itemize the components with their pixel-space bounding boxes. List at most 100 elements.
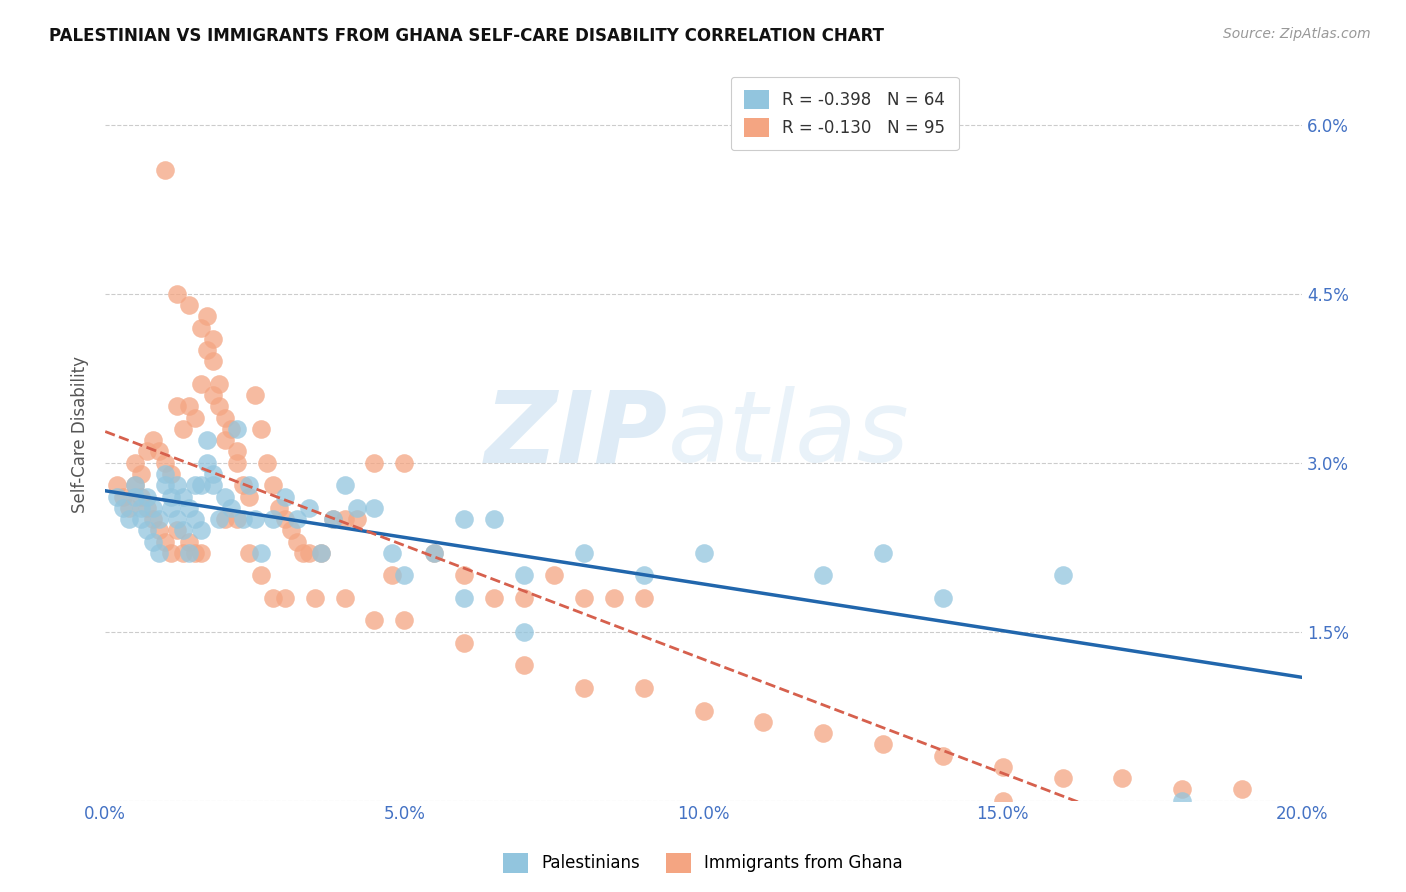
Point (274, 490, 297, 504)
Point (692, 546, 714, 560)
Point (1230, 782, 1253, 797)
Point (346, 500, 368, 515)
Point (129, 512, 152, 526)
Point (166, 512, 188, 526)
Point (136, 490, 159, 504)
Point (172, 422, 194, 436)
Point (177, 400, 200, 414)
Point (166, 524, 188, 538)
Point (243, 512, 266, 526)
Point (124, 456, 146, 470)
Point (322, 512, 344, 526)
Point (363, 614, 385, 628)
Point (177, 500, 200, 515)
Point (153, 456, 176, 470)
Point (309, 546, 332, 560)
Legend: Palestinians, Immigrants from Ghana: Palestinians, Immigrants from Ghana (496, 847, 910, 880)
Point (256, 456, 278, 470)
Point (195, 310, 218, 324)
Point (142, 534, 165, 549)
Point (105, 490, 128, 504)
Point (136, 500, 159, 515)
Point (274, 512, 297, 526)
Point (394, 456, 416, 470)
Point (190, 546, 212, 560)
Point (153, 478, 176, 492)
Point (232, 478, 254, 492)
Point (225, 512, 247, 526)
Point (190, 524, 212, 538)
Point (201, 332, 224, 346)
Point (309, 546, 332, 560)
Point (238, 490, 260, 504)
Point (423, 546, 446, 560)
Point (346, 512, 368, 526)
Point (453, 636, 475, 650)
Point (513, 568, 536, 582)
Point (160, 490, 183, 504)
Point (572, 681, 595, 695)
Point (129, 500, 152, 515)
Point (190, 478, 212, 492)
Point (118, 512, 141, 526)
Point (333, 512, 356, 526)
Point (381, 568, 404, 582)
Point (1052, 771, 1074, 785)
Point (262, 512, 284, 526)
Point (238, 478, 260, 492)
Text: atlas: atlas (668, 386, 910, 483)
Point (214, 410, 236, 425)
Point (148, 444, 170, 458)
Point (208, 400, 231, 414)
Point (572, 591, 595, 605)
Point (201, 478, 224, 492)
Point (238, 546, 260, 560)
Point (142, 500, 165, 515)
Point (1052, 568, 1074, 582)
Point (190, 376, 212, 391)
Point (381, 546, 404, 560)
Point (363, 456, 385, 470)
Point (603, 591, 626, 605)
Point (633, 681, 655, 695)
Point (249, 422, 271, 436)
Point (991, 760, 1014, 774)
Point (291, 546, 314, 560)
Point (190, 320, 212, 334)
Point (572, 546, 595, 560)
Point (752, 714, 775, 729)
Point (1171, 794, 1194, 808)
Point (124, 478, 146, 492)
Point (394, 568, 416, 582)
Point (208, 512, 231, 526)
Point (112, 500, 135, 515)
Point (394, 614, 416, 628)
Point (129, 490, 152, 504)
Point (148, 546, 170, 560)
Point (172, 490, 194, 504)
Point (453, 591, 475, 605)
Text: PALESTINIAN VS IMMIGRANTS FROM GHANA SELF-CARE DISABILITY CORRELATION CHART: PALESTINIAN VS IMMIGRANTS FROM GHANA SEL… (49, 27, 884, 45)
Point (160, 546, 183, 560)
Point (184, 546, 207, 560)
Point (543, 568, 565, 582)
Point (813, 726, 835, 740)
Point (322, 512, 344, 526)
Point (148, 524, 170, 538)
Point (482, 591, 505, 605)
Point (118, 500, 141, 515)
Point (333, 478, 356, 492)
Point (153, 534, 176, 549)
Point (219, 500, 242, 515)
Point (513, 658, 536, 673)
Point (262, 591, 284, 605)
Point (298, 500, 321, 515)
Point (136, 444, 159, 458)
Point (219, 422, 242, 436)
Point (872, 737, 894, 751)
Point (195, 433, 218, 447)
Point (633, 591, 655, 605)
Point (201, 354, 224, 368)
Point (225, 422, 247, 436)
Point (112, 490, 135, 504)
